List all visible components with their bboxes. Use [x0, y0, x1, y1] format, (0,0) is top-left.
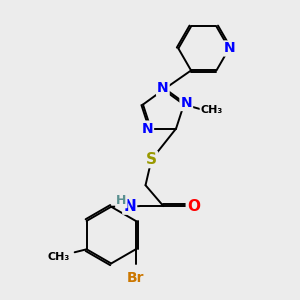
Text: CH₃: CH₃ [200, 105, 223, 115]
Text: CH₃: CH₃ [47, 252, 69, 262]
Text: N: N [181, 96, 192, 110]
Text: S: S [146, 152, 157, 167]
Text: N: N [141, 122, 153, 136]
Text: N: N [123, 199, 136, 214]
Text: H: H [116, 194, 127, 207]
Text: N: N [157, 81, 169, 95]
Text: O: O [187, 199, 200, 214]
Text: Br: Br [127, 271, 145, 285]
Text: N: N [224, 41, 236, 56]
